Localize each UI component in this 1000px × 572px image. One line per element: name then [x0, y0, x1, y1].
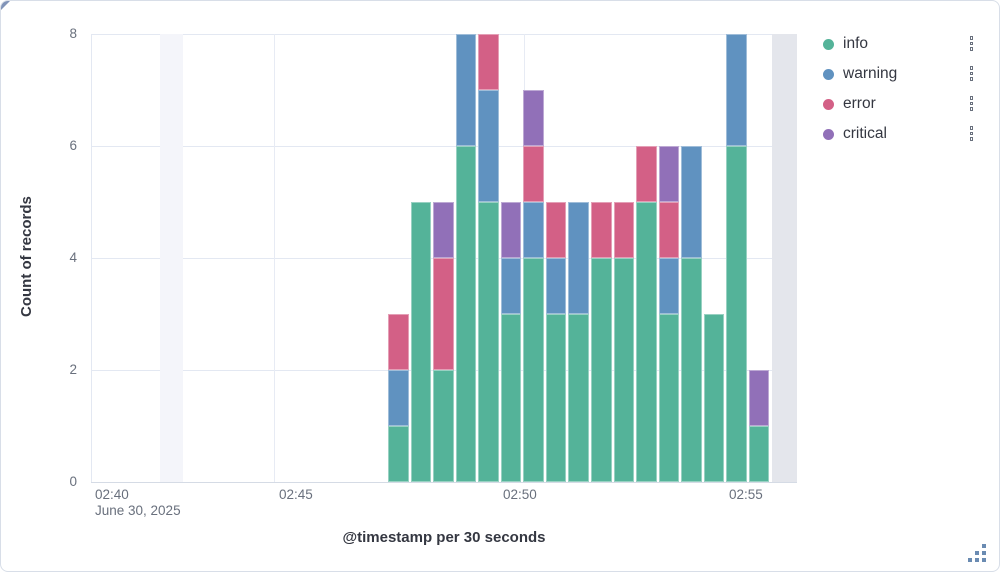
bar-segment-warning[interactable]: [388, 370, 409, 426]
bar-02:51:00[interactable]: [545, 202, 567, 482]
bar-segment-warning[interactable]: [545, 258, 567, 314]
bar-segment-error[interactable]: [613, 202, 635, 258]
bar-segment-error[interactable]: [523, 146, 544, 202]
bar-segment-warning[interactable]: [658, 258, 680, 314]
bar-02:47:30[interactable]: [388, 314, 409, 482]
bar-02:52:00[interactable]: [590, 202, 612, 482]
legend-actions-icon[interactable]: [969, 126, 973, 141]
highlight-stripe: [160, 34, 183, 482]
bar-segment-info[interactable]: [726, 146, 747, 482]
bar-segment-error[interactable]: [388, 314, 409, 370]
bar-segment-warning[interactable]: [681, 146, 702, 258]
legend-label: warning: [843, 65, 898, 82]
gridline-y8: [91, 34, 797, 35]
panel-resize-handle-icon[interactable]: [968, 544, 990, 564]
bar-02:50:00[interactable]: [500, 202, 522, 482]
legend-item-info[interactable]: info: [815, 32, 981, 56]
legend-actions-icon[interactable]: [969, 66, 973, 81]
y-axis-title: Count of records: [18, 196, 35, 318]
legend-color-dot-warning: [823, 68, 834, 80]
legend-item-error[interactable]: error: [815, 92, 981, 116]
x-tick-0245: 02:45: [279, 487, 313, 502]
legend-color-dot-error: [823, 98, 834, 110]
x-tick-0250: 02:50: [503, 487, 537, 502]
legend-item-critical[interactable]: critical: [815, 122, 981, 146]
bar-segment-info[interactable]: [658, 314, 680, 482]
legend-actions-icon[interactable]: [969, 36, 973, 51]
bars-layer: [91, 34, 797, 482]
legend: info warning error critical: [815, 32, 981, 152]
x-axis-date-label: June 30, 2025: [95, 503, 181, 518]
bar-02:55:00[interactable]: [726, 34, 747, 482]
bar-02:52:30[interactable]: [613, 202, 635, 482]
bar-segment-info[interactable]: [500, 314, 522, 482]
bar-segment-error[interactable]: [590, 202, 612, 258]
panel-drag-corner-icon[interactable]: [1, 1, 10, 10]
bar-02:49:30[interactable]: [478, 34, 499, 482]
bar-segment-info[interactable]: [681, 258, 702, 482]
bar-segment-warning[interactable]: [523, 202, 544, 258]
bar-02:50:30[interactable]: [523, 90, 544, 482]
bar-segment-info[interactable]: [523, 258, 544, 482]
partial-bucket-band: [772, 34, 797, 482]
bar-segment-error[interactable]: [636, 146, 657, 202]
bar-segment-info[interactable]: [410, 202, 432, 482]
bar-02:51:30[interactable]: [568, 202, 589, 482]
bar-02:48:00[interactable]: [410, 202, 432, 482]
legend-actions-icon[interactable]: [969, 96, 973, 111]
y-axis-line: [91, 34, 92, 482]
bar-segment-warning[interactable]: [455, 34, 477, 146]
bar-segment-info[interactable]: [748, 426, 770, 482]
bar-segment-warning[interactable]: [500, 258, 522, 314]
x-tick-0255: 02:55: [729, 487, 763, 502]
bar-segment-critical[interactable]: [523, 90, 544, 146]
bar-02:53:00[interactable]: [636, 146, 657, 482]
bar-02:54:30[interactable]: [703, 314, 725, 482]
bar-segment-info[interactable]: [455, 146, 477, 482]
bar-segment-critical[interactable]: [748, 370, 770, 426]
gridline-x-0245: [274, 34, 275, 482]
bar-segment-warning[interactable]: [568, 202, 589, 314]
bar-segment-critical[interactable]: [658, 146, 680, 202]
gridline-y6: [91, 146, 797, 147]
bar-02:53:30[interactable]: [658, 146, 680, 482]
bar-segment-error[interactable]: [433, 258, 454, 370]
y-tick-8: 8: [69, 26, 77, 41]
bar-segment-info[interactable]: [478, 202, 499, 482]
x-axis-line: [91, 482, 797, 483]
legend-color-dot-info: [823, 38, 834, 50]
legend-color-dot-critical: [823, 128, 834, 140]
bar-segment-error[interactable]: [545, 202, 567, 258]
bar-segment-error[interactable]: [478, 34, 499, 90]
bar-segment-critical[interactable]: [500, 202, 522, 258]
y-tick-2: 2: [69, 362, 77, 377]
bar-02:55:30[interactable]: [748, 370, 770, 482]
bar-segment-info[interactable]: [703, 314, 725, 482]
x-axis-title: @timestamp per 30 seconds: [342, 529, 546, 546]
bar-segment-info[interactable]: [433, 370, 454, 482]
bar-segment-info[interactable]: [388, 426, 409, 482]
bar-segment-info[interactable]: [590, 258, 612, 482]
bar-segment-critical[interactable]: [433, 202, 454, 258]
bar-02:49:00[interactable]: [455, 34, 477, 482]
bar-segment-info[interactable]: [636, 202, 657, 482]
legend-label: error: [843, 95, 876, 112]
y-tick-6: 6: [69, 138, 77, 153]
legend-item-warning[interactable]: warning: [815, 62, 981, 86]
bar-02:48:30[interactable]: [433, 202, 454, 482]
bar-segment-warning[interactable]: [726, 34, 747, 146]
legend-label: info: [843, 35, 868, 52]
bar-segment-info[interactable]: [545, 314, 567, 482]
legend-label: critical: [843, 125, 887, 142]
y-tick-0: 0: [69, 474, 77, 489]
x-tick-0240: 02:40: [95, 487, 129, 502]
bar-02:54:00[interactable]: [681, 146, 702, 482]
bar-segment-info[interactable]: [568, 314, 589, 482]
bar-segment-info[interactable]: [613, 258, 635, 482]
bar-segment-error[interactable]: [658, 202, 680, 258]
bar-segment-warning[interactable]: [478, 90, 499, 202]
y-tick-4: 4: [69, 250, 77, 265]
